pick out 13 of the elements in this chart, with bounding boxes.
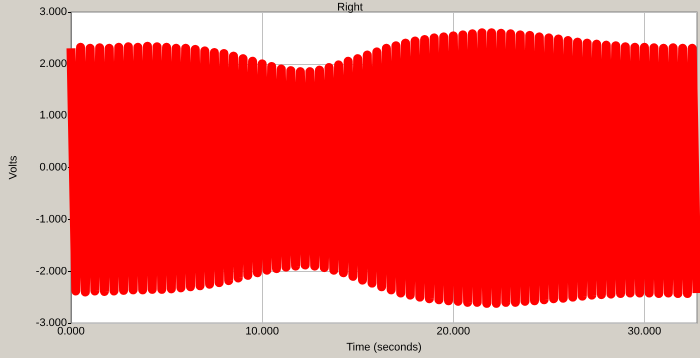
y-tick-label: 2.000 xyxy=(39,58,67,70)
x-tick-label: 30.000 xyxy=(628,326,662,338)
x-tick-label: 20.000 xyxy=(436,326,470,338)
x-tick-label: 10.000 xyxy=(245,326,279,338)
y-tick-label: -1.000 xyxy=(36,213,67,226)
chart-title: Right xyxy=(337,2,363,14)
x-tick-label: 0.000 xyxy=(57,326,85,338)
y-axis-title: Volts xyxy=(8,155,20,180)
y-tick-label: 1.000 xyxy=(39,110,67,122)
y-tick-label: 0.000 xyxy=(39,162,67,174)
y-tick-label: -2.000 xyxy=(36,265,67,278)
x-axis-title: Time (seconds) xyxy=(346,342,422,354)
y-tick-label: 3.000 xyxy=(39,6,67,18)
